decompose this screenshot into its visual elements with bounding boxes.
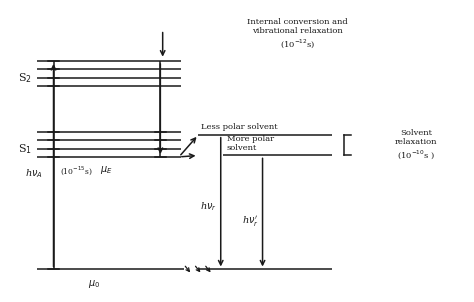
Text: More polar
solvent: More polar solvent <box>227 135 274 153</box>
Text: $\mu_E$: $\mu_E$ <box>100 164 112 176</box>
Text: S$_2$: S$_2$ <box>18 71 32 85</box>
Text: h$\nu_r$: h$\nu_r$ <box>200 200 217 213</box>
Text: h$\nu_A$: h$\nu_A$ <box>26 168 43 181</box>
Text: S$_1$: S$_1$ <box>18 142 32 156</box>
Text: Less polar solvent: Less polar solvent <box>201 123 278 131</box>
Text: $\mu_0$: $\mu_0$ <box>88 278 100 290</box>
Text: Internal conversion and
vibrational relaxation
(10$^{-12}$s): Internal conversion and vibrational rela… <box>247 18 348 50</box>
Text: Solvent
relaxation
(10$^{-10}$s ): Solvent relaxation (10$^{-10}$s ) <box>394 129 437 161</box>
Text: h$\nu_r^{\prime}$: h$\nu_r^{\prime}$ <box>242 214 259 229</box>
Text: (10$^{-15}$s): (10$^{-15}$s) <box>61 165 93 178</box>
